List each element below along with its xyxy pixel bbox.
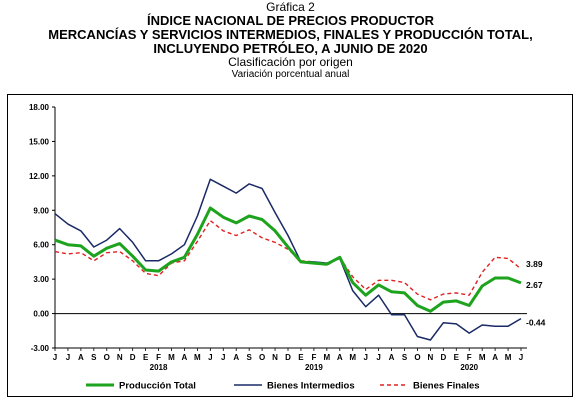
x-tick-label: A bbox=[182, 353, 188, 362]
year-label: 2020 bbox=[460, 363, 478, 372]
x-tick-label: D bbox=[130, 353, 136, 362]
y-tick-label: -3.00 bbox=[31, 344, 50, 353]
y-tick-label: 3.00 bbox=[33, 275, 49, 284]
chart-subtitle: Clasificación por origen bbox=[228, 55, 353, 69]
x-tick-label: A bbox=[233, 353, 239, 362]
year-label: 2019 bbox=[305, 363, 323, 372]
x-tick-label: N bbox=[117, 353, 123, 362]
x-tick-label: N bbox=[427, 353, 433, 362]
x-tick-label: O bbox=[414, 353, 420, 362]
legend-label-produccion: Producción Total bbox=[119, 381, 196, 392]
year-label: 2018 bbox=[150, 363, 168, 372]
x-tick-label: F bbox=[156, 353, 161, 362]
x-tick-label: J bbox=[363, 353, 367, 362]
y-tick-label: 6.00 bbox=[33, 241, 49, 250]
x-tick-label: M bbox=[194, 353, 201, 362]
x-tick-label: J bbox=[221, 353, 225, 362]
x-tick-label: F bbox=[311, 353, 316, 362]
x-tick-label: N bbox=[272, 353, 278, 362]
y-tick-label: 0.00 bbox=[33, 310, 49, 319]
x-tick-label: J bbox=[376, 353, 380, 362]
chart-label: Gráfica 2 bbox=[266, 0, 315, 14]
x-tick-label: S bbox=[246, 353, 252, 362]
y-tick-label: 18.00 bbox=[29, 103, 50, 112]
x-tick-label: J bbox=[53, 353, 57, 362]
end-label-intermedios: -0.44 bbox=[526, 318, 546, 328]
chart-title-line1: ÍNDICE NACIONAL DE PRECIOS PRODUCTOR bbox=[147, 13, 434, 28]
y-tick-label: 15.00 bbox=[29, 137, 50, 146]
series-line-intermedios bbox=[54, 178, 522, 341]
chart-frame bbox=[7, 94, 573, 397]
end-label-finales: 3.89 bbox=[526, 259, 543, 269]
legend-label-finales: Bienes Finales bbox=[413, 381, 480, 392]
x-tick-label: E bbox=[298, 353, 304, 362]
x-tick-label: M bbox=[505, 353, 512, 362]
series-line-finales bbox=[54, 219, 522, 301]
chart-title-line3: INCLUYENDO PETRÓLEO, A JUNIO DE 2020 bbox=[153, 41, 428, 56]
x-tick-label: S bbox=[91, 353, 97, 362]
end-label-produccion: 2.67 bbox=[526, 280, 543, 290]
x-tick-label: S bbox=[402, 353, 408, 362]
x-tick-label: E bbox=[454, 353, 460, 362]
x-tick-label: J bbox=[66, 353, 70, 362]
x-tick-label: D bbox=[440, 353, 446, 362]
x-tick-label: M bbox=[349, 353, 356, 362]
x-tick-label: A bbox=[78, 353, 84, 362]
y-tick-label: 12.00 bbox=[29, 172, 50, 181]
chart-title-line2: MERCANCÍAS Y SERVICIOS INTERMEDIOS, FINA… bbox=[48, 27, 533, 42]
x-tick-label: A bbox=[492, 353, 498, 362]
x-tick-label: O bbox=[104, 353, 110, 362]
x-tick-label: M bbox=[168, 353, 175, 362]
x-tick-label: D bbox=[285, 353, 291, 362]
legend-label-intermedios: Bienes Intermedios bbox=[267, 381, 355, 392]
x-tick-label: J bbox=[208, 353, 212, 362]
x-tick-label: E bbox=[143, 353, 149, 362]
x-tick-label: M bbox=[323, 353, 330, 362]
y-tick-label: 9.00 bbox=[33, 206, 49, 215]
x-tick-label: A bbox=[389, 353, 395, 362]
x-tick-label: J bbox=[519, 353, 523, 362]
chart-subtitle2: Variación porcentual anual bbox=[231, 69, 350, 80]
x-tick-label: M bbox=[479, 353, 486, 362]
x-tick-label: O bbox=[259, 353, 265, 362]
x-tick-label: A bbox=[337, 353, 343, 362]
series-line-produccion bbox=[54, 206, 522, 313]
x-tick-label: F bbox=[467, 353, 472, 362]
